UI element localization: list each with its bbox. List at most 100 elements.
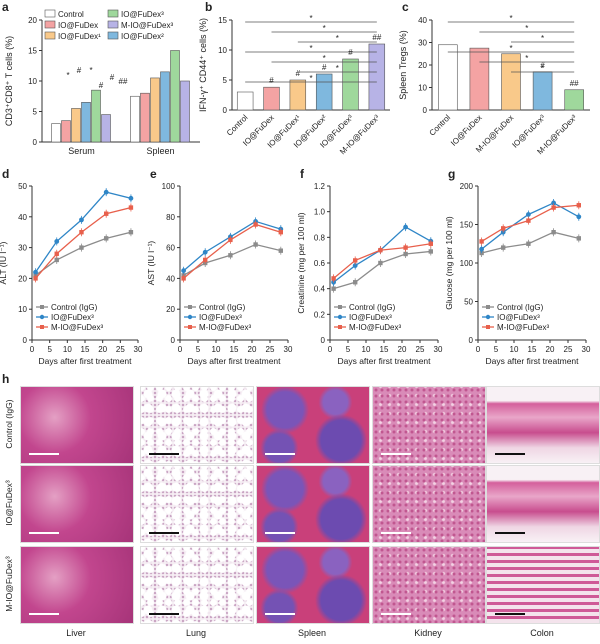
panel-f-xtick-label: 20	[398, 345, 407, 354]
panel-f-xtick-label: 5	[346, 345, 351, 354]
panel-f-xlabel: Days after first treatment	[337, 356, 431, 366]
panel-f-data-point	[353, 258, 358, 263]
scale-bar	[149, 613, 179, 615]
histology-row-label: Control (IgG)	[4, 399, 14, 448]
panel-c-bar	[469, 47, 490, 111]
panel-a-legend-swatch	[44, 20, 56, 29]
panel-f-ytick-label: 0.4	[314, 285, 326, 294]
panel-a-legend-swatch	[44, 9, 56, 18]
panel-g-ytick-label: 200	[460, 182, 474, 191]
panel-e-legend-marker	[188, 305, 192, 309]
panel-e-ytick-label: 80	[166, 213, 175, 222]
panel-letter-a: a	[2, 0, 9, 14]
panel-f-ytick-label: 0	[321, 336, 326, 345]
scale-bar	[495, 532, 525, 534]
panel-c-bar	[532, 71, 553, 111]
panel-b-bar	[289, 79, 307, 111]
panel-f-legend-marker	[337, 314, 343, 320]
panel-f-data-point	[331, 276, 336, 281]
panel-a-bar	[160, 71, 170, 143]
panel-g-data-point	[501, 226, 506, 231]
scale-bar	[265, 532, 295, 534]
panel-f-data-point	[403, 224, 408, 230]
panel-b-bar-mark: #	[348, 48, 353, 57]
scale-bar	[495, 613, 525, 615]
panel-g-data-point	[551, 205, 556, 210]
panel-letter-c: c	[402, 0, 409, 14]
panel-f-ytick-label: 0.2	[314, 310, 326, 319]
panel-d-xtick-label: 10	[63, 345, 72, 354]
panel-c-ytick-label: 0	[423, 106, 428, 115]
panel-e-legend-label: IO@FuDex³	[199, 313, 242, 322]
panel-a-annotation: ##	[119, 77, 128, 86]
panel-d-data-point	[128, 195, 134, 201]
scale-bar	[381, 613, 411, 615]
panel-a-legend-label: M-IO@FuDex³	[121, 21, 173, 30]
panel-f-ytick-label: 1.0	[314, 208, 326, 217]
panel-g-legend-label: Control (IgG)	[497, 303, 544, 312]
panel-c-bar-mark: #	[540, 61, 545, 70]
panel-c-category-label: Control	[428, 113, 453, 138]
panel-a-ytick-label: 20	[28, 16, 37, 25]
panel-g-legend-marker	[486, 305, 490, 309]
panel-e-series-line	[183, 223, 281, 279]
scale-bar	[381, 532, 411, 534]
panel-b-significance-star: *	[336, 64, 339, 73]
panel-d-data-point	[128, 230, 134, 235]
panel-f-data-point	[353, 280, 358, 285]
panel-b-significance-star: *	[309, 74, 312, 83]
panel-f-series-line	[333, 250, 431, 290]
panel-d-series-line	[35, 231, 132, 276]
panel-a-bar	[81, 102, 91, 143]
panel-d-data-point	[128, 205, 134, 210]
panel-a-ytick-label: 15	[28, 47, 37, 56]
scale-bar	[29, 453, 59, 455]
panel-letter-d: d	[2, 167, 9, 181]
panel-d-data-point	[54, 257, 59, 263]
histology-image-liver	[20, 465, 134, 543]
panel-e-data-point	[203, 257, 208, 263]
panel-c-bar	[438, 44, 458, 111]
panel-d-legend-marker	[40, 325, 44, 329]
panel-g-xtick-label: 0	[476, 345, 481, 354]
panel-b-ytick-label: 10	[218, 46, 227, 55]
histology-image-lung	[140, 386, 254, 464]
panel-d-data-point	[79, 230, 84, 235]
panel-c-ytick-label: 30	[418, 39, 427, 48]
panel-f-data-point	[378, 247, 383, 253]
panel-a-bar	[130, 95, 140, 143]
panel-c-significance-star: *	[525, 24, 528, 33]
panel-d-ytick-label: 40	[18, 213, 27, 222]
histology-image-lung	[140, 546, 254, 624]
panel-a-annotation: *	[66, 71, 69, 80]
panel-b-ytick-label: 0	[223, 106, 228, 115]
panel-b-bar-mark: #	[296, 69, 301, 78]
histology-column-label: Liver	[66, 628, 86, 638]
panel-d-data-point	[33, 269, 38, 275]
scale-bar	[265, 453, 295, 455]
panel-f-xtick-label: 30	[434, 345, 443, 354]
panel-d-ylabel: ALT (IU l⁻¹)	[0, 241, 8, 284]
panel-f-ytick-label: 1.2	[314, 182, 326, 191]
panel-e-xtick-label: 15	[230, 345, 239, 354]
panel-e-xtick-label: 30	[284, 345, 293, 354]
panel-letter-f: f	[300, 167, 305, 181]
panel-d-data-point	[33, 276, 38, 281]
panel-g-data-point	[551, 230, 556, 235]
scale-bar	[265, 613, 295, 615]
panel-f-xtick-label: 0	[328, 345, 333, 354]
panel-a-legend-swatch	[44, 31, 56, 40]
histology-column-label: Spleen	[298, 628, 326, 638]
panel-g-xtick-label: 20	[546, 345, 555, 354]
panel-e-legend-label: M-IO@FuDex³	[199, 323, 251, 332]
panel-e-series-line	[183, 243, 281, 276]
panel-d-data-point	[104, 236, 109, 241]
panel-b-bar	[263, 86, 280, 111]
panel-a-bar	[91, 89, 101, 143]
panel-d-xtick-label: 20	[98, 345, 107, 354]
panel-e-xtick-label: 20	[248, 345, 257, 354]
panel-g-legend-marker	[485, 314, 491, 320]
panel-e-ytick-label: 0	[171, 336, 176, 345]
panel-d-legend-label: IO@FuDex³	[51, 313, 94, 322]
panel-c-significance-star: *	[541, 64, 544, 73]
